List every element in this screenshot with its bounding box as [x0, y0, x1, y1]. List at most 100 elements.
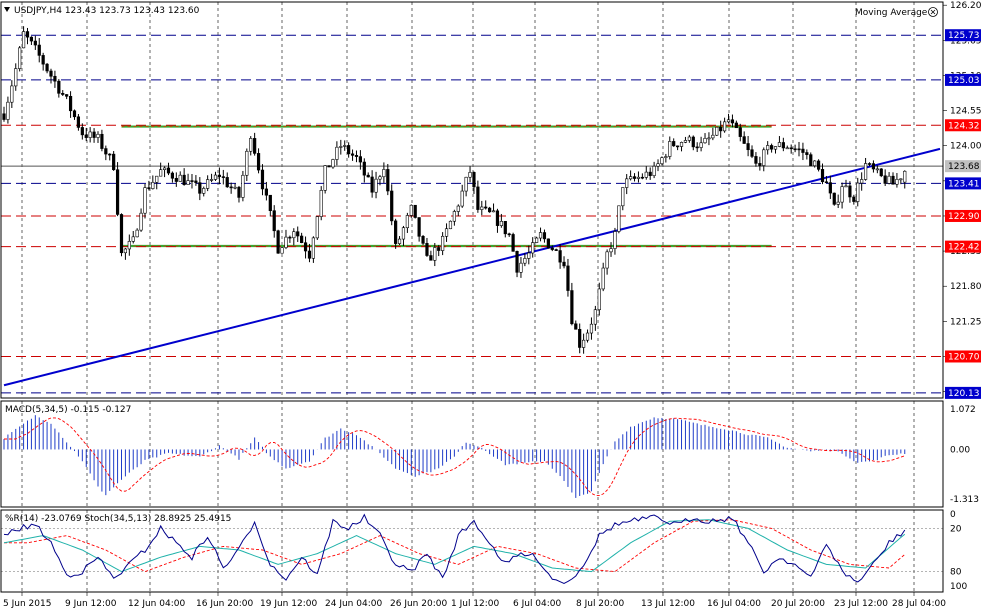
candle-body	[464, 176, 468, 192]
candle-body	[582, 339, 586, 348]
candle-body	[378, 176, 382, 180]
time-tick-label: 1 Jul 12:00	[451, 599, 500, 609]
candle-body	[742, 136, 746, 144]
level-labels: 123.68 125.73 125.03 123.41 120.13 124.32 122.…	[945, 29, 981, 399]
candle-body	[699, 142, 703, 148]
candle-body	[143, 187, 147, 214]
macd-title: MACD(5,34,5) -0.115 -0.127	[5, 405, 131, 415]
stoch-signal-line	[4, 519, 906, 573]
level-label-blue-box	[945, 73, 981, 86]
candle-body	[499, 220, 503, 226]
circle-x-icon[interactable]	[928, 7, 938, 17]
time-tick-label: 23 Jul 12:00	[834, 599, 888, 609]
candle-body	[276, 230, 280, 254]
candle-body	[640, 176, 644, 179]
candle-body	[535, 237, 539, 243]
candle-body	[108, 153, 112, 156]
price-tick-label: 125.65	[950, 36, 982, 46]
level-label-blue-box	[945, 177, 981, 190]
candle-body	[836, 201, 840, 205]
candle-body	[190, 180, 194, 182]
candle-body	[444, 228, 449, 237]
candle-body	[135, 229, 139, 238]
candle-body	[452, 211, 456, 222]
level-label-blue-text: 123.41	[948, 179, 980, 189]
candle-body	[80, 127, 84, 136]
candle-body	[491, 210, 496, 213]
candle-body	[14, 68, 18, 87]
price-tick-label: 124.55	[950, 107, 982, 117]
price-tick-label: 124.00	[950, 142, 982, 152]
candle-body	[621, 187, 625, 207]
candle-body	[260, 169, 265, 190]
candle-body	[758, 163, 762, 166]
price-tick-label: 121.80	[950, 282, 982, 292]
candle-body	[386, 169, 390, 192]
macd-tick-label: -1.313	[950, 495, 979, 505]
candle-body	[730, 119, 735, 124]
candle-body	[366, 174, 370, 178]
candle-body	[613, 231, 617, 249]
candle-body	[382, 169, 386, 178]
indicator-name: Moving Average	[855, 8, 928, 18]
time-tick-label: 5 Jun 2015	[3, 599, 51, 609]
candle-body	[119, 214, 124, 254]
candle-body	[746, 143, 750, 151]
level-label-red-text: 122.90	[948, 212, 980, 222]
candle-body	[719, 126, 723, 132]
candle-body	[194, 180, 198, 183]
time-tick-label: 26 Jun 20:00	[390, 599, 447, 609]
candle-body	[413, 204, 417, 218]
candle-body	[875, 168, 879, 171]
candle-body	[347, 145, 351, 155]
candle-body	[88, 131, 92, 138]
candle-body	[21, 31, 26, 49]
time-tick-label: 24 Jun 04:00	[325, 599, 382, 609]
candle-body	[668, 141, 672, 157]
macd-tick-label: 1.072	[950, 405, 976, 415]
stoch-main-line	[3, 519, 906, 573]
candle-body	[307, 250, 312, 259]
candle-body	[848, 185, 852, 198]
candle-body	[41, 55, 45, 65]
candle-body	[433, 247, 437, 261]
level-label-red-box	[945, 240, 981, 253]
candle-body	[538, 232, 543, 239]
candle-body	[178, 174, 182, 182]
candle-body	[824, 181, 829, 184]
time-tick-label: 20 Jul 20:00	[771, 599, 825, 609]
level-label-blue-text: 125.03	[948, 76, 980, 86]
price-tick-label: 121.25	[950, 317, 982, 327]
level-label-red-box	[945, 209, 981, 222]
candle-body	[198, 182, 202, 194]
candle-body	[550, 247, 554, 250]
candle-body	[777, 142, 782, 147]
candle-body	[867, 163, 872, 165]
candle-body	[33, 40, 37, 46]
candle-body	[711, 134, 715, 139]
candle-body	[609, 248, 613, 253]
candle-body	[840, 186, 844, 203]
candle-body	[448, 220, 453, 230]
candle-body	[820, 169, 825, 183]
candle-body	[65, 94, 69, 97]
candle-body	[578, 328, 582, 348]
candle-body	[570, 290, 574, 325]
candle-body	[456, 205, 460, 212]
candle-body	[339, 146, 343, 148]
candle-body	[605, 251, 609, 269]
candle-body	[170, 172, 175, 179]
candle-body	[828, 182, 832, 194]
candle-body	[899, 178, 903, 181]
candle-body	[425, 243, 429, 256]
candle-body	[374, 178, 378, 193]
osc-tick-label: 20	[950, 524, 962, 534]
candle-body	[750, 149, 754, 157]
candle-body	[61, 93, 65, 95]
candle-body	[409, 204, 413, 216]
trendline[interactable]	[3, 147, 941, 387]
levels	[1, 34, 943, 394]
candle-body	[554, 249, 558, 251]
candle-body	[429, 255, 433, 261]
